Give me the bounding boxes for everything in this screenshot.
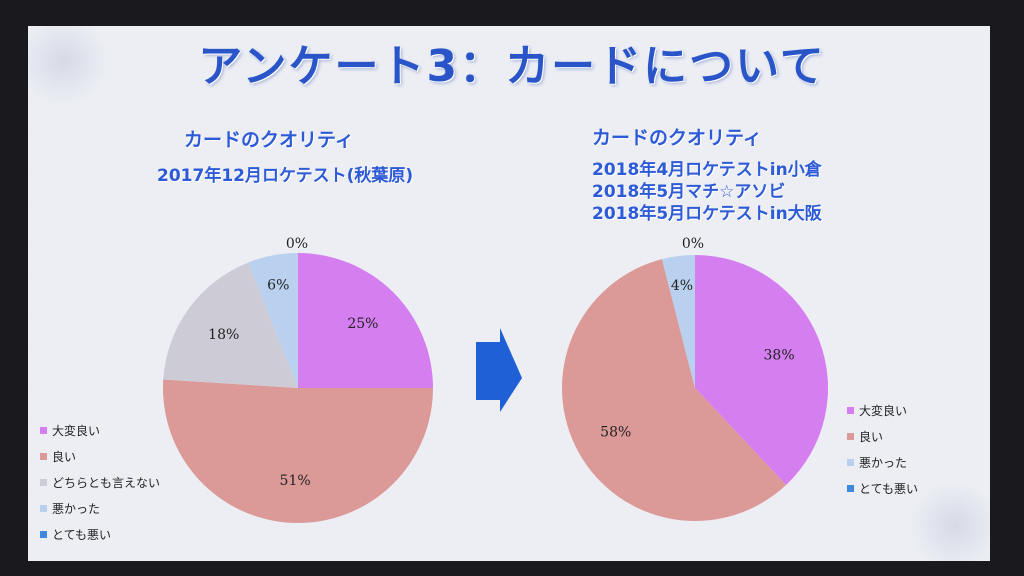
pie-data-label: 6% (267, 278, 289, 294)
legend-item: とても悪い (40, 521, 160, 547)
pie-chart-right: 38% 58% 4% 0% (562, 236, 828, 522)
pie-slice (661, 255, 695, 388)
pie-slice (248, 253, 298, 388)
legend-label: 大変良い (859, 403, 908, 418)
legend-label: 悪かった (859, 455, 908, 470)
pie-data-label: 25% (347, 316, 378, 332)
legend-swatch (40, 426, 47, 434)
pie-slice (163, 262, 298, 388)
legend-item: 悪かった (847, 449, 918, 475)
corner-ornament-bottom-right (910, 481, 990, 561)
pie-slice (298, 253, 433, 388)
legend-swatch (847, 458, 854, 466)
right-chart-subtitle-3: 2018年5月ロケテストin大阪 (592, 204, 822, 224)
legend-label: とても悪い (52, 527, 112, 542)
legend-swatch (847, 406, 854, 414)
legend-swatch (40, 504, 47, 512)
legend-swatch (40, 478, 47, 486)
legend-item: 大変良い (847, 397, 918, 423)
legend-label: 良い (52, 449, 77, 464)
pie-slice (562, 259, 787, 522)
pie-slice (695, 255, 828, 485)
pie-slice (162, 379, 433, 524)
right-chart-subtitle-2: 2018年5月マチ☆アソビ (592, 182, 786, 202)
right-chart-heading: カードのクオリティ (592, 127, 762, 149)
left-chart-subtitle: 2017年12月ロケテスト(秋葉原) (157, 166, 414, 186)
pie-data-label: 0% (286, 236, 308, 252)
legend-left: 大変良い良いどちらとも言えない 悪かったとても悪い (40, 417, 160, 547)
right-chart-subtitle-1: 2018年4月ロケテストin小倉 (592, 160, 822, 180)
legend-label: 悪かった (52, 501, 101, 516)
legend-item: 悪かった (40, 495, 160, 521)
legend-swatch (847, 432, 854, 440)
pie-chart-left: 25% 51% 18% 6% 0% (162, 236, 433, 524)
legend-item: 大変良い (40, 417, 160, 443)
legend-right: 大変良い良い悪かったとても悪い (847, 397, 918, 501)
legend-item: とても悪い (847, 475, 918, 501)
legend-item: 良い (40, 443, 160, 469)
legend-swatch (40, 530, 47, 538)
left-chart-heading: カードのクオリティ (184, 129, 354, 151)
pie-data-label: 0% (682, 236, 704, 252)
corner-ornament-top-left (28, 26, 108, 106)
pie-data-label: 38% (764, 348, 795, 364)
pie-data-label: 58% (600, 425, 631, 441)
pie-data-label: 51% (280, 473, 311, 489)
legend-item: 良い (847, 423, 918, 449)
arrow-right-icon (476, 328, 522, 412)
legend-item: どちらとも言えない (40, 469, 160, 495)
pie-data-label: 18% (208, 327, 239, 343)
legend-swatch (40, 452, 47, 460)
pie-data-label: 4% (671, 278, 693, 294)
legend-label: とても悪い (859, 481, 919, 496)
slide-title: アンケート3：カードについて (198, 41, 826, 92)
legend-swatch (847, 484, 854, 492)
legend-label: どちらとも言えない (52, 475, 161, 490)
legend-label: 良い (859, 429, 884, 444)
presentation-slide (28, 26, 990, 561)
legend-label: 大変良い (52, 423, 101, 438)
